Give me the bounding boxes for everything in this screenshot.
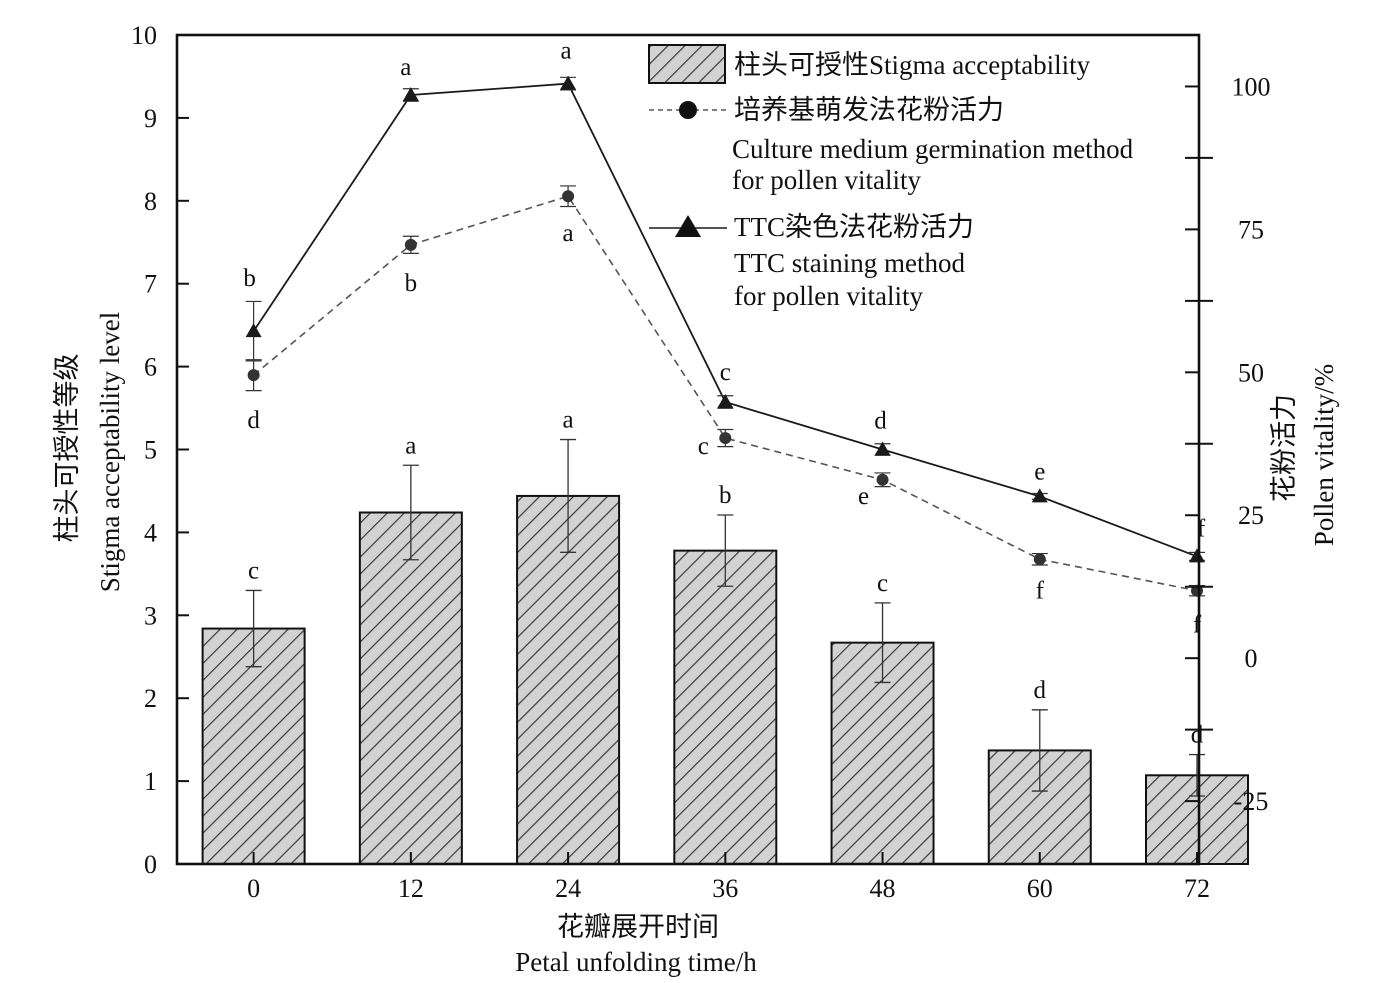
left-y-tick-label-10: 10 xyxy=(131,21,157,50)
legend-ttc-marker xyxy=(675,215,701,237)
culture-sig-label-60: f xyxy=(1036,577,1045,604)
bar-stigma-36 xyxy=(673,549,778,865)
culture-sig-label-24: a xyxy=(563,220,574,247)
culture-point-36 xyxy=(719,432,732,445)
right-y-tick-label-25: 25 xyxy=(1238,501,1264,530)
right-y-axis-title-cn: 花粉活力 xyxy=(1269,394,1299,502)
ttc-point-12 xyxy=(402,87,419,102)
left-y-tick-label-1: 1 xyxy=(144,767,157,796)
bar-sig-label-48: c xyxy=(877,570,888,597)
x-tick-label-48: 48 xyxy=(870,874,896,903)
x-tick-label-72: 72 xyxy=(1184,874,1210,903)
left-y-tick-label-6: 6 xyxy=(144,353,157,382)
bar-sig-label-60: d xyxy=(1034,677,1047,704)
ttc-sig-label-0: b xyxy=(243,265,256,292)
legend-bar-label-en: Stigma acceptability xyxy=(869,50,1091,80)
x-tick-label-60: 60 xyxy=(1027,874,1053,903)
left-y-axis-title-cn: 柱头可授性等级 xyxy=(52,354,82,543)
x-tick-label-24: 24 xyxy=(555,874,581,903)
legend-bar-swatch xyxy=(648,44,726,84)
culture-point-48 xyxy=(876,473,889,486)
right-y-tick-label-50: 50 xyxy=(1238,358,1264,387)
bar-stigma-0 xyxy=(201,627,306,866)
x-tick-label-12: 12 xyxy=(398,874,424,903)
culture-point-60 xyxy=(1033,553,1046,566)
ttc-point-72 xyxy=(1189,548,1205,563)
culture-sig-label-36: c xyxy=(698,433,709,460)
ttc-point-60 xyxy=(1031,488,1048,503)
left-y-tick-label-7: 7 xyxy=(144,270,157,299)
legend-ttc-label-en-1: TTC staining method xyxy=(734,248,965,278)
bar-sig-label-24: a xyxy=(563,407,574,434)
ttc-point-0 xyxy=(245,323,262,338)
legend-culture-marker xyxy=(679,101,697,119)
bar-sig-label-0: c xyxy=(248,557,259,584)
bar-error-layer xyxy=(245,438,1205,797)
x-tick-label-36: 36 xyxy=(712,874,738,903)
ttc-point-36 xyxy=(717,394,734,409)
right-y-tick-label-0: 0 xyxy=(1245,644,1258,673)
bar-sig-label-72: d xyxy=(1191,722,1204,749)
culture-point-24 xyxy=(562,190,575,203)
legend-bar-label: 柱头可授性Stigma acceptability xyxy=(734,50,1091,80)
legend: 柱头可授性Stigma acceptability 培养基萌发法花粉活力 Cultu… xyxy=(648,44,1134,311)
right-y-tick-label--25: -25 xyxy=(1234,787,1269,816)
legend-culture-label-cn: 培养基萌发法花粉活力 xyxy=(734,95,1004,125)
left-y-tick-label-4: 4 xyxy=(144,518,157,547)
left-y-tick-label-3: 3 xyxy=(144,601,157,630)
culture-sig-label-12: b xyxy=(405,270,418,297)
legend-culture-label-en-2: for pollen vitality xyxy=(732,165,921,195)
ttc-point-24 xyxy=(560,75,577,90)
ttc-sig-label-72: f xyxy=(1197,515,1206,542)
lines-layer xyxy=(245,75,1205,597)
legend-ttc-label-cn: TTC染色法花粉活力 xyxy=(734,212,974,242)
right-y-tick-label-100: 100 xyxy=(1232,72,1271,101)
x-tick-label-0: 0 xyxy=(247,874,260,903)
bar-sig-label-12: a xyxy=(405,432,416,459)
ttc-sig-label-48: d xyxy=(874,408,887,435)
culture-sig-label-72: f xyxy=(1193,612,1202,639)
x-axis-title-cn: 花瓣展开时间 xyxy=(557,912,719,942)
ttc-sig-label-12: a xyxy=(400,54,411,81)
ttc-sig-label-60: e xyxy=(1034,458,1045,485)
bar-stigma-12 xyxy=(358,511,463,866)
right-y-tick-label-75: 75 xyxy=(1238,215,1264,244)
left-y-tick-label-2: 2 xyxy=(144,684,157,713)
culture-point-0 xyxy=(247,369,260,382)
left-y-tick-label-0: 0 xyxy=(144,850,157,879)
left-y-axis-title-en: Stigma acceptability level xyxy=(95,312,125,592)
ttc-sig-label-24: a xyxy=(561,38,572,65)
ttc-point-48 xyxy=(874,441,891,456)
bar-sig-label-36: b xyxy=(719,482,732,509)
culture-sig-label-48: e xyxy=(858,483,869,510)
legend-culture-label-en-1: Culture medium germination method xyxy=(732,134,1134,164)
left-y-tick-label-5: 5 xyxy=(144,436,157,465)
left-y-tick-label-8: 8 xyxy=(144,187,157,216)
legend-ttc-label-en-2: for pollen vitality xyxy=(734,281,923,311)
ttc-sig-label-36: c xyxy=(720,359,731,386)
legend-bar-label-cn: 柱头可授性 xyxy=(734,50,869,80)
culture-point-12 xyxy=(404,238,417,251)
right-y-axis-title-en: Pollen vitality/% xyxy=(1309,364,1339,546)
left-y-tick-label-9: 9 xyxy=(144,104,157,133)
culture-sig-label-0: d xyxy=(247,407,260,434)
x-axis-title-en: Petal unfolding time/h xyxy=(515,947,757,977)
